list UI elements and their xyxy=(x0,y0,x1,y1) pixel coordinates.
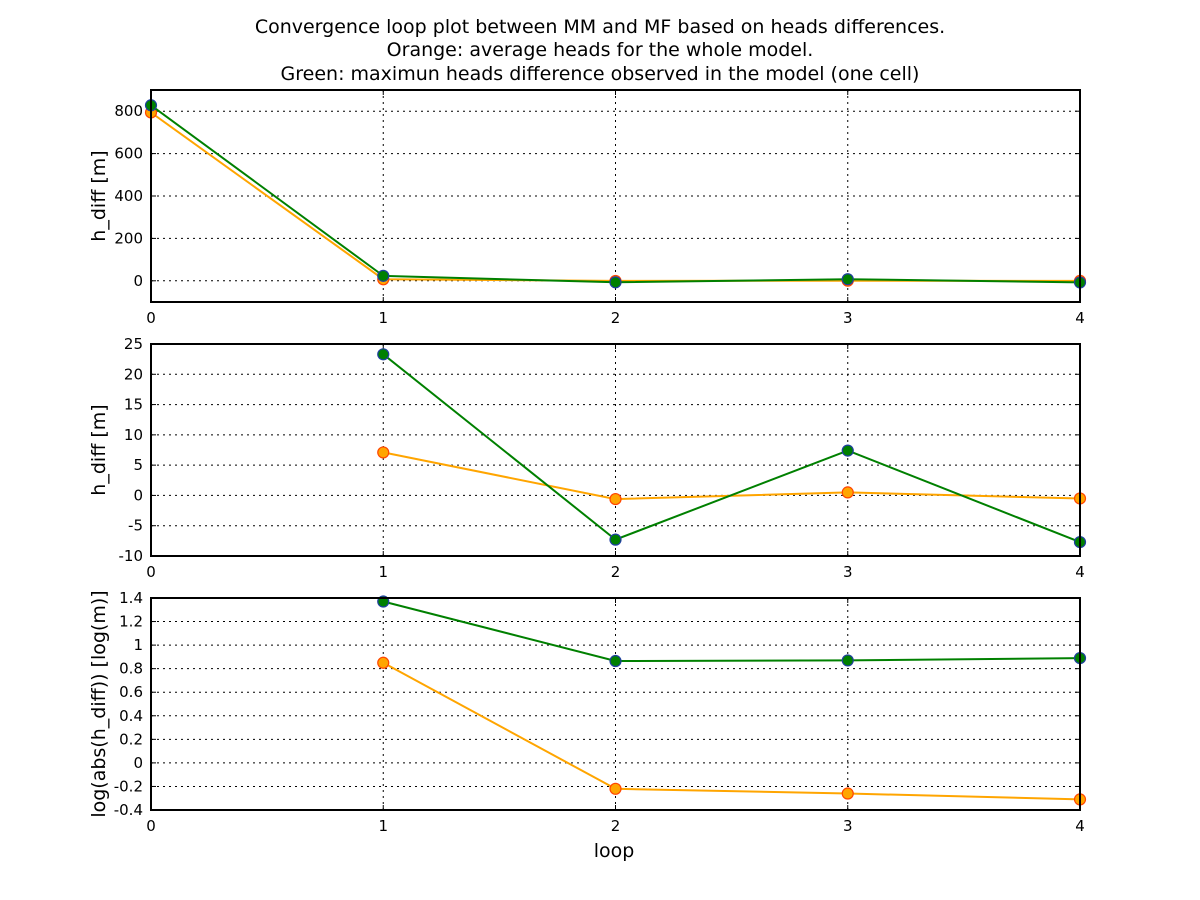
y-tick-label: -10 xyxy=(119,547,144,565)
y-tick-label: -0.4 xyxy=(114,801,143,819)
data-point-orange xyxy=(841,787,854,800)
axes-frame xyxy=(150,343,1081,557)
series-line-green xyxy=(383,600,1081,663)
x-tick-label: 4 xyxy=(1075,817,1085,835)
data-point-orange xyxy=(377,446,390,459)
x-tick-label: 0 xyxy=(146,563,156,581)
y-tick-label: 600 xyxy=(114,145,143,163)
axes-frame xyxy=(150,89,1081,303)
y-tick-label: 0.6 xyxy=(119,683,143,701)
data-point-orange xyxy=(609,782,622,795)
x-tick-label: 2 xyxy=(611,563,621,581)
series-line-orange xyxy=(382,661,1081,801)
data-group xyxy=(377,595,1087,806)
data-point-green xyxy=(609,533,622,546)
x-tick-label: 0 xyxy=(146,309,156,327)
x-axis-label: loop xyxy=(594,840,635,862)
data-point-orange xyxy=(609,492,622,506)
subplot-3: 0 1 2 3 4 -0.4 -0.2 0 0.2 0.4 0.6 0.8 1 1.2 1.4 log(abs… xyxy=(88,589,1087,835)
data-point-green xyxy=(841,654,854,667)
y-axis-label: h_diff [m] xyxy=(88,404,110,495)
axes-frame xyxy=(150,597,1081,811)
y-tick-label: 0 xyxy=(133,754,143,772)
y-tick-label: 0 xyxy=(133,272,143,290)
y-tick-label: 0.2 xyxy=(119,730,143,748)
x-tick-label: 1 xyxy=(378,309,388,327)
y-tick-label: 20 xyxy=(124,365,143,383)
y-tick-label: 5 xyxy=(133,456,143,474)
y-tick-label: 1.4 xyxy=(119,589,143,607)
x-tick-label: 3 xyxy=(843,817,853,835)
y-tick-label: 15 xyxy=(124,396,143,414)
x-tick-label: 2 xyxy=(611,817,621,835)
y-tick-label: 0.4 xyxy=(119,707,143,725)
y-tick-label: 1 xyxy=(133,636,143,654)
subplot-2: 0 1 2 3 4 -10 -5 0 5 10 15 20 25 h_diff [m] xyxy=(88,335,1087,581)
y-tick-label: 800 xyxy=(114,102,143,120)
x-tick-label: 3 xyxy=(843,309,853,327)
y-tick-label: -5 xyxy=(128,517,143,535)
data-point-orange xyxy=(841,486,854,499)
x-tick-label: 1 xyxy=(378,563,388,581)
data-group xyxy=(144,99,1087,289)
y-tick-label: 0.8 xyxy=(119,660,143,678)
title-line-3: Green: maximun heads difference observed… xyxy=(281,63,920,85)
x-tick-label: 4 xyxy=(1075,309,1085,327)
x-tick-label: 4 xyxy=(1075,563,1085,581)
series-line-green xyxy=(382,353,1081,544)
subplot-1: 0 1 2 3 4 0 200 400 600 800 h_diff [m] xyxy=(88,89,1087,327)
y-axis-label: h_diff [m] xyxy=(88,150,110,241)
data-point-green xyxy=(609,654,622,668)
y-tick-label: 200 xyxy=(114,229,143,247)
y-tick-label: 1.2 xyxy=(119,613,143,631)
title-line-2: Orange: average heads for the whole mode… xyxy=(387,39,814,61)
data-point-green xyxy=(841,444,854,457)
y-axis-label: log(abs(h_diff)) [log(m)] xyxy=(88,590,110,817)
y-tick-label: 25 xyxy=(124,335,143,353)
x-tick-label: 3 xyxy=(843,563,853,581)
y-tick-label: 10 xyxy=(124,426,143,444)
data-group xyxy=(377,348,1087,549)
data-point-green xyxy=(609,276,622,289)
x-tick-label: 1 xyxy=(378,817,388,835)
y-tick-label: 0 xyxy=(133,486,143,504)
data-point-green xyxy=(841,273,854,286)
x-tick-label: 0 xyxy=(146,817,156,835)
data-point-green xyxy=(377,348,390,361)
x-tick-label: 2 xyxy=(611,309,621,327)
title-line-1: Convergence loop plot between MM and MF … xyxy=(255,16,945,38)
y-tick-label: 400 xyxy=(114,187,143,205)
y-tick-label: -0.2 xyxy=(114,777,143,795)
data-point-green xyxy=(377,269,390,282)
data-point-orange xyxy=(377,656,390,669)
